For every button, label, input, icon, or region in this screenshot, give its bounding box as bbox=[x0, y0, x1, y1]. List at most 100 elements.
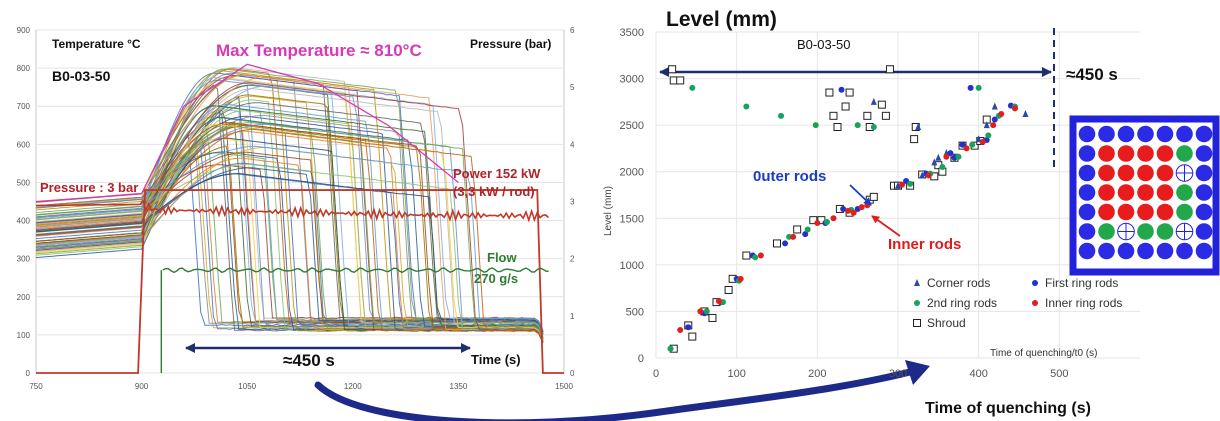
inner-ring-rods-point bbox=[925, 172, 932, 179]
rod bbox=[1078, 145, 1096, 162]
pressure-label: Pressure : 3 bar bbox=[40, 180, 138, 195]
temperature-trace bbox=[35, 122, 544, 339]
shroud-point bbox=[669, 76, 678, 85]
rod bbox=[1098, 184, 1115, 201]
rod bbox=[1137, 125, 1154, 143]
corner-rods-point bbox=[935, 153, 942, 161]
rod bbox=[1195, 203, 1213, 221]
shroud-point bbox=[863, 111, 872, 120]
rod bbox=[1156, 223, 1174, 240]
first-ring-rods-point bbox=[802, 231, 809, 238]
left-x-tick-label: 1350 bbox=[450, 382, 468, 391]
corner-rods-point bbox=[915, 123, 922, 131]
rod bbox=[1137, 145, 1154, 162]
inner-ring-rods-point bbox=[715, 298, 722, 305]
temperature-trace bbox=[35, 77, 544, 331]
corner-rods-point bbox=[870, 97, 877, 105]
legend-marker bbox=[1032, 280, 1038, 286]
corner-rods-point bbox=[983, 121, 990, 129]
rod bbox=[1137, 242, 1154, 260]
inner-ring-rods-point bbox=[850, 209, 857, 216]
inner-ring-rods-point bbox=[697, 308, 704, 315]
2nd-ring-rods-point bbox=[804, 226, 811, 233]
rod bbox=[1195, 223, 1213, 240]
flow-label-line1: Flow bbox=[487, 250, 517, 265]
connector-arrow bbox=[314, 366, 922, 421]
shroud-point bbox=[825, 88, 834, 97]
right-y-tick-label: 3000 bbox=[620, 74, 644, 86]
right-y-tick-label: 2500 bbox=[620, 120, 644, 132]
first-ring-rods-point bbox=[959, 141, 966, 148]
rod bbox=[1098, 145, 1115, 162]
rod bbox=[1176, 145, 1193, 162]
shroud-point bbox=[910, 135, 919, 144]
shroud-point bbox=[877, 100, 886, 109]
corner-rods-point bbox=[931, 158, 938, 166]
outer-rods-label: 0uter rods bbox=[753, 168, 826, 185]
shroud-point bbox=[742, 251, 751, 260]
legend: Corner rods First ring rods 2nd ring rods I… bbox=[913, 276, 1122, 330]
max-temperature-line bbox=[35, 63, 459, 203]
temperature-trace bbox=[35, 163, 544, 342]
connector-arrowhead bbox=[905, 360, 930, 385]
rod bbox=[1176, 125, 1193, 143]
right-test-id: B0-03-50 bbox=[797, 37, 850, 52]
inner-ring-rods-point bbox=[998, 110, 1005, 117]
shroud-point bbox=[688, 332, 697, 341]
legend-label: Shroud bbox=[927, 316, 966, 330]
rod bbox=[1098, 164, 1115, 182]
2nd-ring-rods-point bbox=[870, 124, 877, 131]
left-y-tick-label: 300 bbox=[17, 255, 31, 264]
legend-label: Inner ring rods bbox=[1045, 296, 1122, 310]
left-ylabel-right: Pressure (bar) bbox=[470, 37, 551, 51]
left-y-right-tick-label: 0 bbox=[570, 369, 575, 378]
rod bbox=[1195, 145, 1213, 162]
right-y-tick-label: 1500 bbox=[620, 213, 644, 225]
inner-ring-rods-point bbox=[1011, 105, 1018, 112]
rod bbox=[1078, 184, 1096, 201]
inner-ring-rods-point bbox=[830, 215, 837, 222]
right-axis-ticks: 0 500 1000 1500 2000 2500 3000 3500 0 100 200 300 40… bbox=[620, 27, 1069, 380]
left-y-right-tick-label: 5 bbox=[570, 83, 575, 92]
max-temperature-label: Max Temperature ≈ 810°C bbox=[216, 41, 422, 60]
first-ring-rods-point bbox=[838, 86, 845, 93]
rod bbox=[1137, 184, 1154, 201]
shroud-point bbox=[773, 239, 781, 248]
2nd-ring-rods-point bbox=[907, 180, 914, 187]
temperature-trace bbox=[35, 82, 544, 343]
2nd-ring-rods-point bbox=[985, 132, 992, 139]
2nd-ring-rods-point bbox=[824, 219, 831, 226]
shroud-point bbox=[724, 286, 733, 295]
2nd-ring-rods-point bbox=[743, 103, 750, 110]
legend-label: 2nd ring rods bbox=[927, 296, 997, 310]
temperature-curves bbox=[35, 67, 544, 344]
right-x-tick-label: 0 bbox=[653, 368, 659, 380]
2nd-ring-rods-point bbox=[703, 308, 710, 315]
left-xlabel: Time (s) bbox=[471, 352, 521, 367]
temperature-trace bbox=[35, 125, 544, 335]
left-y-right-tick-label: 1 bbox=[570, 312, 575, 321]
inner-ring-rods-point bbox=[858, 204, 865, 211]
power-label-line1: Power 152 kW bbox=[453, 166, 541, 181]
right-y-tick-label: 3500 bbox=[620, 27, 644, 39]
left-y-tick-label: 0 bbox=[26, 369, 31, 378]
2nd-ring-rods-point bbox=[752, 254, 759, 261]
rod bbox=[1176, 184, 1193, 201]
left-duration-label: ≈450 s bbox=[283, 351, 335, 370]
rod bbox=[1156, 242, 1174, 260]
left-test-id: B0-03-50 bbox=[52, 68, 111, 84]
outer-rods-pointer bbox=[849, 184, 872, 206]
right-chart-title: Level (mm) bbox=[666, 8, 777, 31]
rod bbox=[1117, 203, 1135, 221]
rod bbox=[1137, 223, 1154, 240]
right-x-tick-label: 300 bbox=[889, 368, 907, 380]
right-x-tick-label: 400 bbox=[969, 368, 987, 380]
inner-ring-rods-point bbox=[943, 153, 950, 160]
shroud-point bbox=[885, 65, 894, 74]
left-y-tick-label: 200 bbox=[17, 293, 31, 302]
first-ring-rods-point bbox=[840, 205, 847, 212]
temperature-trace bbox=[35, 145, 544, 332]
shroud-point bbox=[829, 111, 838, 120]
rod bbox=[1156, 125, 1174, 143]
right-y-tick-label: 2000 bbox=[620, 167, 644, 179]
